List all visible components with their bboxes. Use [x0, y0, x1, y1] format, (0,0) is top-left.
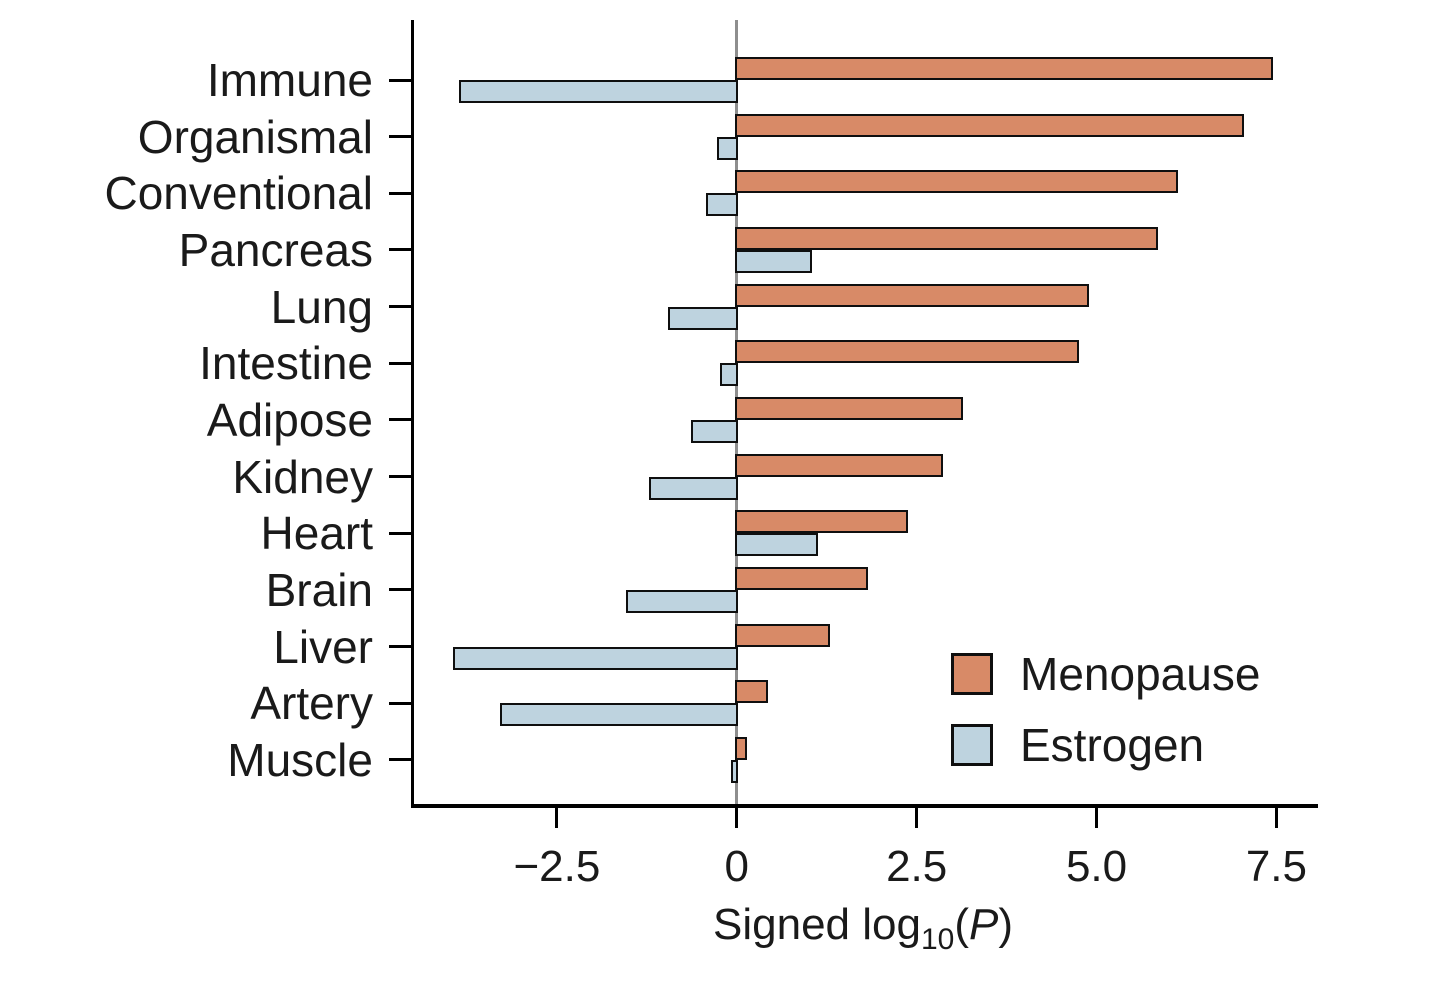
category-label-kidney: Kidney	[232, 450, 373, 503]
bar-menopause-adipose	[735, 396, 963, 420]
bar-menopause-kidney	[735, 453, 943, 477]
bar-estrogen-pancreas	[735, 249, 812, 273]
category-label-adipose: Adipose	[206, 393, 373, 446]
bar-menopause-brain	[735, 566, 868, 590]
y-tick-mark	[389, 191, 413, 195]
bar-estrogen-lung	[667, 306, 739, 330]
bar-estrogen-artery	[500, 703, 739, 727]
x-tick-label: 7.5	[1245, 842, 1308, 891]
x-axis-title-close-paren: )	[998, 900, 1013, 949]
y-tick-mark	[389, 701, 413, 705]
category-label-intestine: Intestine	[199, 337, 373, 390]
bar-estrogen-brain	[625, 589, 739, 613]
category-label-immune: Immune	[206, 54, 373, 106]
y-tick-mark	[389, 418, 413, 422]
bar-menopause-pancreas	[735, 226, 1158, 250]
category-label-conventional: Conventional	[104, 167, 373, 220]
category-label-pancreas: Pancreas	[178, 223, 373, 276]
estrogen-swatch	[951, 724, 993, 766]
x-tick-label: 2.5	[886, 842, 948, 891]
x-tick-mark	[1274, 806, 1278, 828]
x-axis-title-pvar: P	[968, 900, 999, 949]
menopause-swatch	[951, 653, 993, 695]
bar-menopause-organismal	[735, 113, 1245, 137]
x-axis-line	[411, 804, 1318, 808]
bar-estrogen-heart	[735, 533, 819, 557]
y-tick-mark	[389, 475, 413, 479]
x-tick-mark	[555, 806, 559, 828]
category-label-liver: Liver	[273, 620, 373, 673]
category-label-heart: Heart	[260, 507, 373, 560]
y-tick-mark	[389, 78, 413, 82]
bar-estrogen-conventional	[705, 193, 739, 217]
category-label-muscle: Muscle	[227, 733, 373, 786]
legend-entry-menopause: Menopause	[951, 651, 1260, 697]
y-tick-mark	[389, 531, 413, 535]
x-axis-title-lead: Signed log	[713, 900, 921, 949]
category-label-lung: Lung	[270, 280, 373, 333]
x-tick-label: 0	[724, 842, 750, 891]
y-tick-mark	[389, 135, 413, 139]
x-axis-title-open-paren: (	[954, 900, 969, 949]
bar-estrogen-liver	[453, 646, 739, 670]
category-label-artery: Artery	[250, 677, 373, 730]
bar-estrogen-immune	[459, 80, 739, 103]
bar-menopause-artery	[735, 680, 768, 704]
x-tick-mark	[915, 806, 919, 828]
x-tick-label: −2.5	[513, 842, 601, 891]
bar-menopause-muscle	[735, 736, 747, 760]
bar-menopause-liver	[735, 623, 831, 647]
y-tick-mark	[389, 248, 413, 252]
y-tick-mark	[389, 305, 413, 309]
bar-menopause-heart	[735, 510, 909, 534]
bar-menopause-intestine	[735, 340, 1080, 364]
bar-estrogen-organismal	[717, 136, 739, 160]
legend: Menopause Estrogen	[951, 651, 1260, 793]
x-tick-label: 5.0	[1065, 842, 1128, 891]
bar-estrogen-muscle	[731, 759, 739, 783]
x-axis-title-sub: 10	[920, 922, 955, 956]
x-tick-mark	[1095, 806, 1099, 828]
legend-entry-estrogen: Estrogen	[951, 722, 1260, 768]
bar-estrogen-adipose	[690, 419, 739, 443]
bar-menopause-lung	[735, 283, 1090, 307]
y-tick-mark	[389, 588, 413, 592]
category-label-brain: Brain	[265, 563, 373, 616]
bar-menopause-immune	[735, 57, 1273, 80]
legend-label-estrogen: Estrogen	[1020, 719, 1205, 771]
y-tick-mark	[389, 645, 413, 648]
legend-label-menopause: Menopause	[1020, 648, 1261, 700]
bar-estrogen-kidney	[649, 476, 739, 500]
bar-estrogen-intestine	[719, 363, 739, 387]
bar-menopause-conventional	[735, 170, 1178, 194]
x-axis-title: Signed log10(P)	[713, 900, 1013, 955]
y-tick-mark	[389, 361, 413, 365]
x-tick-mark	[735, 806, 739, 828]
y-axis-line	[411, 20, 414, 808]
category-label-organismal: Organismal	[137, 110, 373, 163]
y-tick-mark	[389, 758, 413, 762]
